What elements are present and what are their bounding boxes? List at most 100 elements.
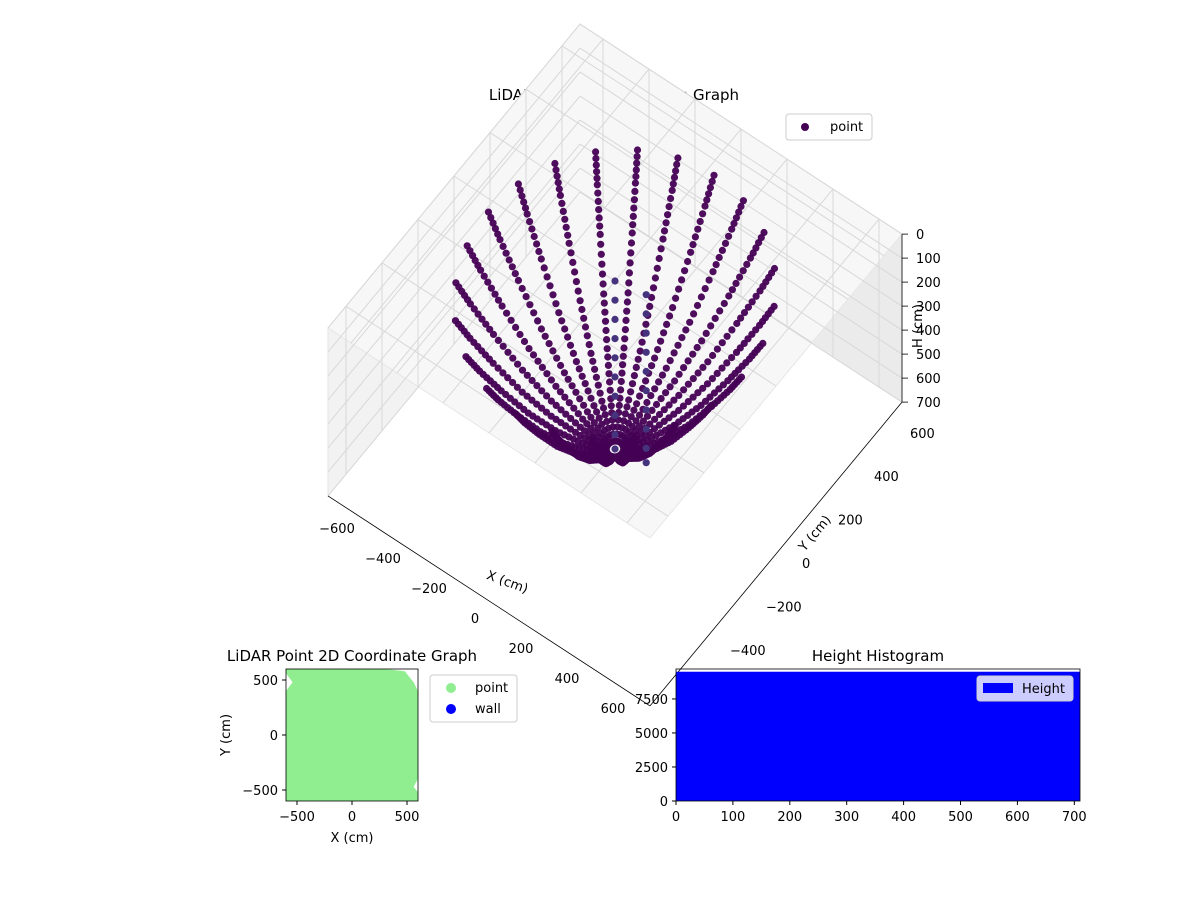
y-tick-label: 500 — [253, 674, 278, 689]
data-point — [470, 305, 478, 313]
data-point — [590, 419, 598, 427]
data-point — [572, 358, 581, 366]
data-point — [660, 329, 668, 337]
data-point — [509, 354, 517, 362]
data-point — [578, 305, 586, 314]
histogram-legend: Height — [976, 675, 1074, 702]
data-point — [606, 378, 614, 386]
data-point — [570, 404, 578, 412]
data-point — [482, 320, 490, 328]
data-point — [556, 191, 565, 199]
gridline — [327, 23, 581, 329]
data-point — [587, 394, 595, 402]
data-point — [535, 247, 543, 256]
data-point — [547, 397, 556, 405]
data-point — [494, 230, 502, 238]
data-point — [462, 353, 470, 361]
data-point — [696, 217, 704, 226]
data-point — [533, 400, 541, 408]
data-point — [718, 339, 726, 347]
data-point — [595, 206, 603, 214]
data-point — [642, 406, 650, 414]
gridline — [327, 143, 581, 449]
data-point — [511, 323, 520, 331]
data-point — [693, 301, 702, 310]
data-point — [655, 410, 664, 419]
data-point — [720, 299, 728, 308]
data-point — [547, 376, 556, 384]
data-point — [562, 410, 570, 418]
y-tick-label: 200 — [838, 514, 863, 529]
data-point — [593, 168, 601, 176]
data-point — [646, 420, 654, 428]
data-point — [628, 380, 637, 388]
data-point — [596, 230, 604, 238]
data-point — [699, 384, 707, 392]
gridline — [525, 88, 849, 300]
data-point — [599, 404, 608, 412]
data-point — [739, 267, 747, 275]
data-point — [574, 410, 582, 418]
data-point — [642, 459, 650, 467]
data-point — [718, 246, 727, 254]
data-point — [518, 388, 526, 396]
x-tick-label: 500 — [395, 810, 420, 825]
data-point — [545, 340, 553, 348]
data-point — [576, 297, 584, 305]
data-point — [601, 411, 609, 419]
data-point — [723, 359, 731, 367]
data-point — [635, 422, 644, 430]
data-point — [655, 421, 663, 429]
data-point — [483, 384, 491, 393]
data-point — [611, 354, 619, 362]
point-cloud-region — [286, 669, 418, 801]
histogram-legend-swatch — [983, 683, 1013, 693]
data-point — [474, 310, 482, 318]
data-point — [611, 373, 619, 381]
data-point — [627, 249, 635, 257]
data-point — [611, 392, 619, 400]
chart-2d-ylabel: Y (cm) — [219, 714, 234, 757]
data-point — [706, 184, 715, 192]
data-point — [704, 358, 712, 366]
data-point — [684, 257, 692, 266]
data-point — [689, 375, 697, 383]
data-point — [580, 314, 588, 322]
data-point — [736, 273, 744, 281]
gridline — [561, 45, 885, 257]
data-point — [549, 347, 557, 355]
data-point — [760, 228, 768, 237]
data-point — [530, 232, 538, 241]
data-point — [597, 240, 605, 248]
chart-3d-ylabel: Y (cm) — [795, 513, 834, 556]
data-point — [642, 425, 650, 433]
data-point — [451, 317, 460, 325]
data-point — [502, 249, 510, 257]
data-point — [555, 309, 563, 317]
z-tick-label: 700 — [916, 396, 941, 411]
data-point — [557, 361, 565, 370]
histogram-legend-frame — [976, 675, 1074, 702]
data-point — [558, 199, 566, 207]
data-point — [694, 369, 702, 377]
data-point — [585, 341, 593, 349]
data-point — [526, 301, 534, 309]
data-point — [643, 412, 652, 420]
data-point — [558, 317, 566, 325]
data-point — [629, 212, 637, 220]
data-point — [528, 376, 536, 385]
data-point — [703, 380, 712, 388]
data-point — [655, 378, 663, 386]
data-point — [716, 307, 724, 315]
data-point — [496, 236, 504, 244]
data-point — [651, 415, 659, 423]
data-point — [701, 285, 709, 293]
data-point — [735, 208, 743, 216]
data-point — [690, 310, 698, 318]
data-point — [559, 207, 567, 215]
data-point — [725, 292, 733, 300]
data-point — [484, 208, 493, 216]
data-point — [542, 408, 551, 416]
data-point — [569, 258, 577, 266]
data-point — [564, 375, 572, 383]
